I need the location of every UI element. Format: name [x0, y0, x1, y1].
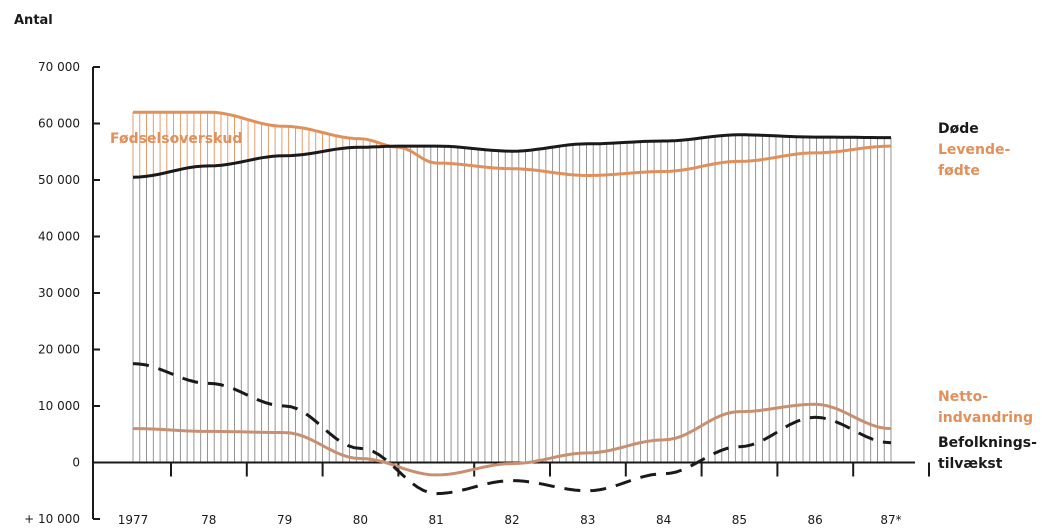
label-befolk-line1: Befolknings- — [938, 435, 1037, 451]
series-line-befolkningstilvaekst — [132, 362, 892, 496]
x-tick-label: 78 — [201, 513, 216, 527]
y-tick-label: 60 000 — [38, 117, 80, 131]
x-tick-label: 79 — [277, 513, 292, 527]
x-tick-label: 80 — [353, 513, 368, 527]
label-dode: Døde — [938, 121, 979, 137]
y-tick-label: 0 — [72, 456, 80, 470]
x-tick-label: 87* — [880, 513, 901, 527]
y-tick-label: 50 000 — [38, 173, 80, 187]
y-tick-label: 70 000 — [38, 60, 80, 74]
x-tick-label: 84 — [656, 513, 671, 527]
x-tick-label: 1977 — [118, 513, 149, 527]
x-tick-labels: 1977 78 79 80 81 82 83 84 85 86 87* — [118, 513, 902, 527]
x-tick-label: 81 — [429, 513, 444, 527]
series-line-levende-fodte — [133, 110, 892, 178]
x-tick-label: 85 — [732, 513, 747, 527]
label-levendefodte-line2: fødte — [938, 163, 980, 179]
y-tick-label: 40 000 — [38, 230, 80, 244]
y-tick-label: 20 000 — [38, 343, 80, 357]
series-line-dode — [132, 133, 891, 179]
y-axis-title: Antal — [14, 13, 53, 28]
label-levendefodte-line1: Levende- — [938, 142, 1011, 158]
label-netto-line1: Netto- — [938, 389, 988, 405]
x-tick-label: 82 — [504, 513, 519, 527]
series-line-netto-indvandring — [133, 402, 892, 477]
label-netto-line2: indvandring — [938, 410, 1033, 426]
hatch-lines — [132, 112, 892, 463]
y-tick-label: 30 000 — [38, 286, 80, 300]
label-befolk-line2: tilvækst — [938, 456, 1003, 472]
label-fodselsoverskud: Fødselsoverskud — [110, 131, 242, 147]
y-tick-labels: 70 000 60 000 50 000 40 000 30 000 20 000 10 0… — [24, 60, 80, 526]
y-tick-label: + 10 000 — [24, 512, 80, 526]
y-tick-label: 10 000 — [38, 399, 80, 413]
x-tick-label: 86 — [808, 513, 823, 527]
x-tick-label: 83 — [580, 513, 595, 527]
